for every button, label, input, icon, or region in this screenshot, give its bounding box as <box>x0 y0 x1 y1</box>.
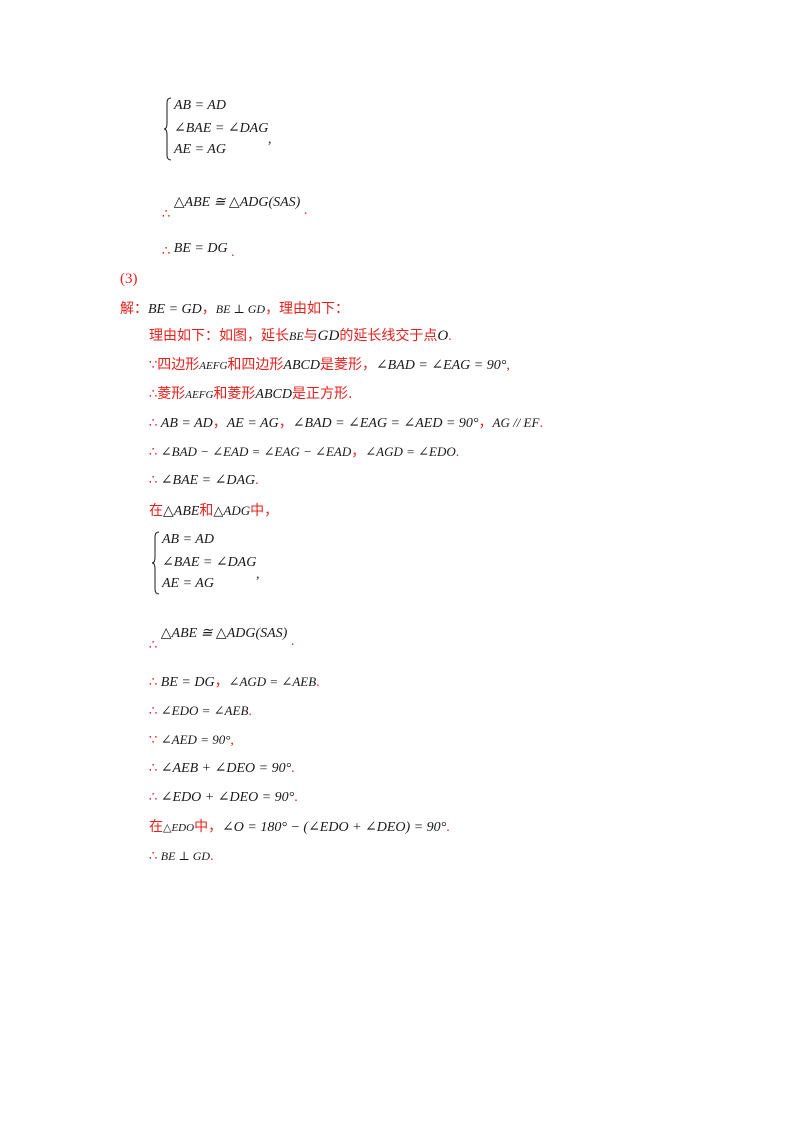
system-row: AB = AD <box>162 532 214 547</box>
trailing-comma: , <box>268 132 272 147</box>
proof-line-2: ∴菱形AEFG和菱形ABCD是正方形. <box>149 386 353 402</box>
therefore-icon: ∴ <box>149 387 158 402</box>
proof-line-13: ∴ BE ⊥ GD. <box>149 849 214 864</box>
therefore-icon: ∴ <box>149 761 158 776</box>
period: . <box>290 634 295 649</box>
proof-line-10: ∴ ∠AEB + ∠DEO = 90°. <box>149 761 295 776</box>
system-row: AB = AD <box>174 98 226 113</box>
therefore-icon: ∴ <box>149 473 158 488</box>
system-row: ∠BAE = ∠DAG <box>174 121 269 136</box>
proof-line-3: ∴ AB = AD，AE = AG，∠BAD = ∠EAG = ∠AED = 9… <box>149 415 543 431</box>
proof-line-5: ∴ ∠BAE = ∠DAG. <box>149 473 259 488</box>
therefore-icon: ∴ <box>149 638 158 653</box>
proof-line-12: 在△EDO中，∠O = 180° − (∠EDO + ∠DEO) = 90°. <box>149 819 450 835</box>
equality-line-1: ∴ BE = DG . <box>162 240 235 260</box>
therefore-icon: ∴ <box>149 416 158 431</box>
congruence-line-2: ∴ △ABE ≅ △ADG(SAS) . <box>149 625 294 653</box>
therefore-icon: ∴ <box>149 849 158 864</box>
system-row: AE = AG <box>162 576 214 591</box>
period: . <box>231 245 235 260</box>
system-row: AE = AG <box>174 142 226 157</box>
congruence-expr: △ABE ≅ △ADG(SAS) <box>160 626 288 641</box>
system-row: ∠BAE = ∠DAG <box>162 555 257 570</box>
therefore-icon: ∴ <box>149 704 158 719</box>
because-icon: ∵ <box>149 733 158 748</box>
congruence-line-1: ∴ △ABE ≅ △ADG(SAS) . <box>162 194 307 222</box>
proof-line-4: ∴ ∠BAD − ∠EAD = ∠EAG − ∠EAD，∠AGD = ∠EDO. <box>149 444 460 460</box>
brace-icon <box>152 531 160 595</box>
proof-line-1: ∵四边形AEFG和四边形ABCD是菱形，∠BAD = ∠EAG = 90°, <box>149 357 510 373</box>
equation-system-2: AB = AD ∠BAE = ∠DAG AE = AG <box>152 531 272 595</box>
therefore-icon: ∴ <box>149 675 158 690</box>
trailing-comma: , <box>256 567 260 582</box>
proof-line-6: 在△ABE和△ADG中， <box>149 503 279 519</box>
congruence-expr: △ABE ≅ △ADG(SAS) <box>173 195 301 210</box>
equation-system-1: AB = AD ∠BAE = ∠DAG AE = AG <box>164 97 284 161</box>
period: . <box>303 203 308 218</box>
therefore-icon: ∴ <box>149 790 158 805</box>
part-label: (3) <box>120 271 138 287</box>
because-icon: ∵ <box>149 358 158 373</box>
therefore-icon: ∴ <box>149 445 158 460</box>
proof-line-8: ∴ ∠EDO = ∠AEB. <box>149 703 252 719</box>
therefore-icon: ∴ <box>162 207 171 222</box>
proof-line-9: ∵ ∠AED = 90°, <box>149 732 234 748</box>
proof-line-11: ∴ ∠EDO + ∠DEO = 90°. <box>149 790 298 805</box>
therefore-icon: ∴ <box>162 244 171 259</box>
answer-line: 解：BE = GD，BE ⊥ GD，理由如下： <box>120 301 350 317</box>
proof-line-7: ∴ BE = DG，∠AGD = ∠AEB. <box>149 674 320 690</box>
reason-line: 理由如下：如图，延长BE与GD的延长线交于点O. <box>149 328 452 344</box>
equality-expr: BE = DG <box>173 241 228 256</box>
brace-icon <box>164 97 172 161</box>
